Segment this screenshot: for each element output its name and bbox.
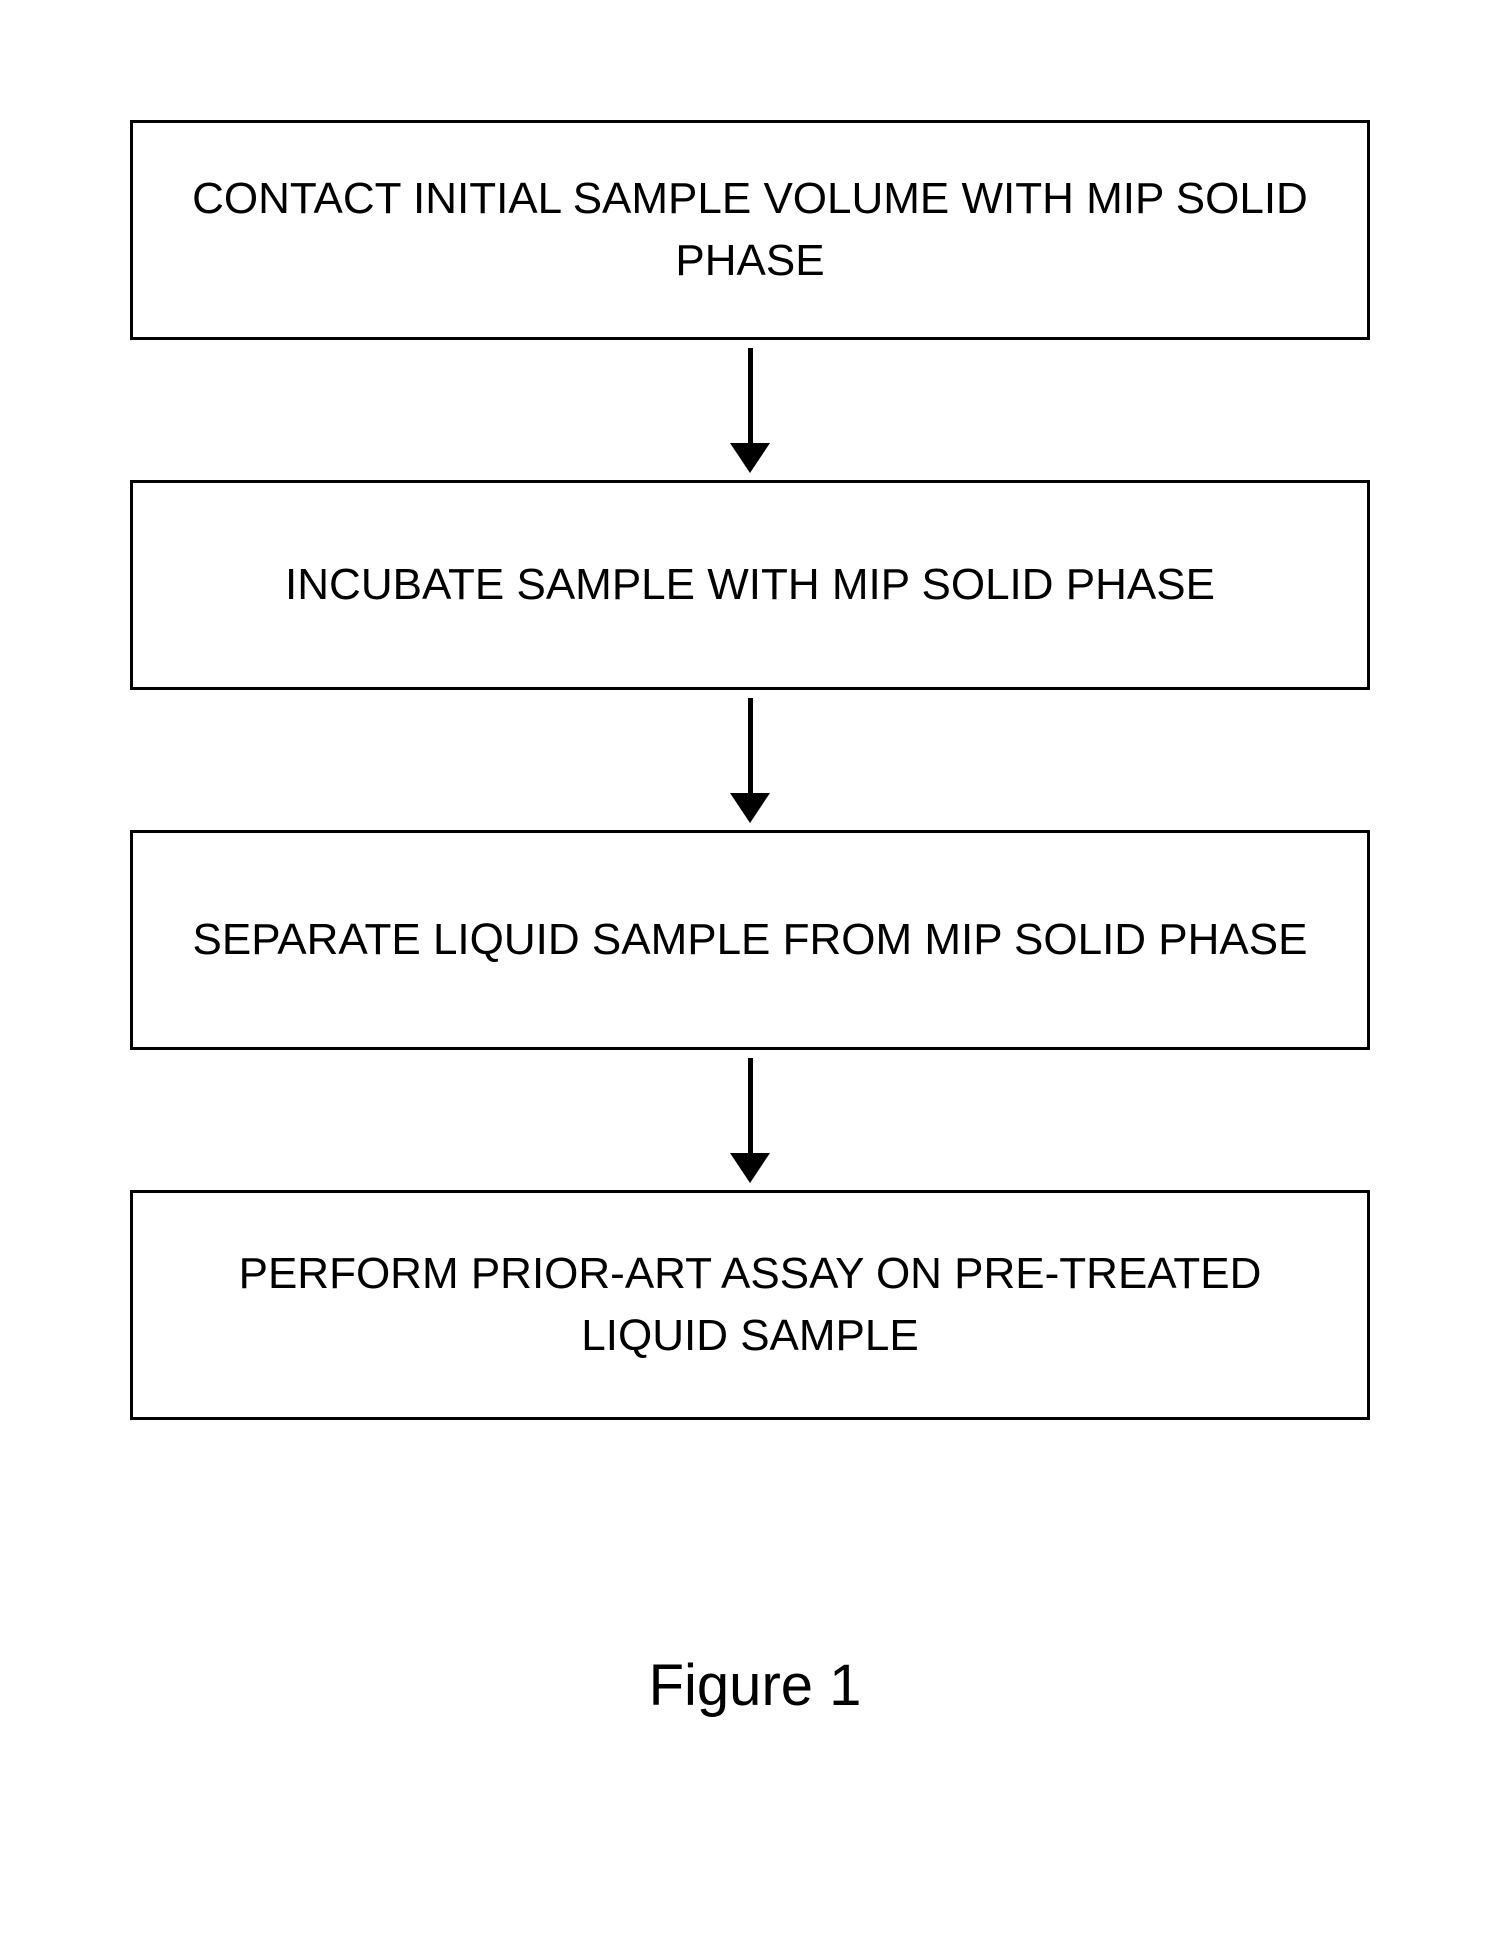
arrow-1: [730, 340, 770, 480]
arrow-head-icon: [730, 793, 770, 823]
figure-label: Figure 1: [649, 1652, 862, 1719]
step-2-text: INCUBATE SAMPLE WITH MIP SOLID PHASE: [285, 554, 1215, 616]
flowchart-step-3: SEPARATE LIQUID SAMPLE FROM MIP SOLID PH…: [130, 830, 1370, 1050]
step-4-text: PERFORM PRIOR-ART ASSAY ON PRE-TREATED L…: [163, 1243, 1337, 1366]
arrow-3: [730, 1050, 770, 1190]
step-1-text: CONTACT INITIAL SAMPLE VOLUME WITH MIP S…: [163, 168, 1337, 291]
arrow-line: [748, 698, 753, 793]
flowchart-step-2: INCUBATE SAMPLE WITH MIP SOLID PHASE: [130, 480, 1370, 690]
flowchart-container: CONTACT INITIAL SAMPLE VOLUME WITH MIP S…: [130, 120, 1370, 1420]
arrow-2: [730, 690, 770, 830]
flowchart-step-1: CONTACT INITIAL SAMPLE VOLUME WITH MIP S…: [130, 120, 1370, 340]
arrow-head-icon: [730, 1153, 770, 1183]
step-3-text: SEPARATE LIQUID SAMPLE FROM MIP SOLID PH…: [193, 909, 1308, 971]
flowchart-step-4: PERFORM PRIOR-ART ASSAY ON PRE-TREATED L…: [130, 1190, 1370, 1420]
arrow-head-icon: [730, 443, 770, 473]
arrow-line: [748, 348, 753, 443]
arrow-line: [748, 1058, 753, 1153]
